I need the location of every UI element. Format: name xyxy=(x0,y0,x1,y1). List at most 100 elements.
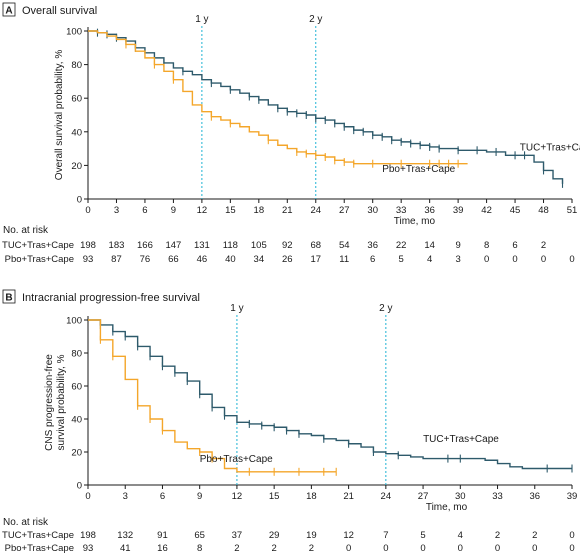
panel-b-x-tick-label: 15 xyxy=(269,491,280,502)
panel-b-series-pbo-label: Pbo+Tras+Cape xyxy=(200,454,273,465)
panel-b-risk-count-pbo: 0 xyxy=(532,543,537,554)
panel-a-y-tick-label: 0 xyxy=(77,195,82,206)
panel-a-y-tick-label: 100 xyxy=(66,27,82,38)
panel-b-risk-count-tuc: 37 xyxy=(232,530,243,541)
panel-a-risk-header: No. at risk xyxy=(3,225,49,236)
panel-a-risk-count-tuc: 105 xyxy=(251,240,267,251)
panel-a-y-tick-label: 60 xyxy=(71,94,82,105)
panel-a-y-tick-label: 80 xyxy=(71,60,82,71)
panel-a-risk-row-label-tuc: TUC+Tras+Cape xyxy=(2,240,74,251)
panel-b-series-tuc-label: TUC+Tras+Cape xyxy=(423,434,499,445)
panel-a-letter: A xyxy=(5,6,12,17)
panel-a-risk-count-pbo: 66 xyxy=(168,254,179,265)
panel-a-risk-count-pbo: 11 xyxy=(339,254,349,265)
panel-a-x-tick-label: 33 xyxy=(396,205,407,216)
panel-a-marker-label: 2 y xyxy=(309,14,322,25)
panel-b-y-tick-label: 40 xyxy=(71,415,82,426)
panel-a-x-tick-label: 24 xyxy=(310,205,321,216)
panel-b-risk-count-tuc: 29 xyxy=(269,530,280,541)
panel-a-risk-count-pbo: 46 xyxy=(197,254,208,265)
panel-b-risk-count-pbo: 0 xyxy=(383,543,388,554)
panel-b-risk-count-tuc: 12 xyxy=(343,530,354,541)
panel-a-risk-count-tuc: 166 xyxy=(137,240,153,251)
panel-a-risk-count-pbo: 17 xyxy=(310,254,321,265)
panel-a-x-tick-label: 9 xyxy=(171,205,176,216)
panel-a-y-axis-label: Overall survival probability, % xyxy=(54,50,65,181)
panel-a-series-pbo-line xyxy=(88,30,468,165)
panel-a-risk-count-tuc: 54 xyxy=(339,240,350,251)
panel-b-x-tick-label: 6 xyxy=(160,491,165,502)
panel-b-risk-count-tuc: 5 xyxy=(420,530,425,541)
panel-a-risk-count-pbo: 76 xyxy=(140,254,151,265)
panel-b-x-tick-label: 9 xyxy=(197,491,202,502)
panel-a-risk-count-tuc: 183 xyxy=(109,240,125,251)
panel-b-x-axis-label: Time, mo xyxy=(426,502,468,513)
panel-a-risk-count-pbo: 87 xyxy=(111,254,122,265)
panel-a-x-tick-label: 15 xyxy=(225,205,236,216)
panel-a-risk-count-pbo: 4 xyxy=(427,254,432,265)
panel-b-risk-count-pbo: 93 xyxy=(83,543,94,554)
panel-a-title: Overall survival xyxy=(22,5,97,17)
panel-a-risk-count-tuc: 198 xyxy=(80,240,96,251)
panel-b-x-tick-label: 21 xyxy=(343,491,354,502)
panel-b-x-tick-label: 3 xyxy=(123,491,128,502)
panel-a-letter-box xyxy=(2,2,16,17)
panel-b-y-tick-label: 20 xyxy=(71,448,82,459)
panel-a-x-tick-label: 0 xyxy=(85,205,90,216)
panel-a-risk-count-tuc: 6 xyxy=(512,240,517,251)
panel-b-y-axis-label: survival probability, % xyxy=(56,354,67,450)
panel-b-x-tick-label: 0 xyxy=(85,491,90,502)
panel-b-x-tick-label: 18 xyxy=(306,491,317,502)
panel-b-letter-box xyxy=(2,289,16,304)
panel-b-x-tick-label: 33 xyxy=(492,491,503,502)
panel-b-y-tick-label: 60 xyxy=(71,382,82,393)
panel-a-risk-count-tuc: 36 xyxy=(367,240,378,251)
panel-b-x-tick-label: 24 xyxy=(381,491,392,502)
panel-a-x-tick-label: 21 xyxy=(282,205,293,216)
panel-a-risk-count-tuc: 8 xyxy=(484,240,489,251)
panel-a-risk-count-pbo: 6 xyxy=(370,254,375,265)
panel-b-risk-count-pbo: 2 xyxy=(234,543,239,554)
panel-a-x-tick-label: 12 xyxy=(197,205,208,216)
panel-b-series-tuc-line xyxy=(88,319,572,470)
panel-b-y-tick-label: 100 xyxy=(66,316,82,327)
panel-b-x-tick-label: 39 xyxy=(567,491,578,502)
panel-a-marker-label: 1 y xyxy=(195,14,208,25)
panel-a-series-tuc-label: TUC+Tras+Cape xyxy=(520,142,580,153)
panel-a-risk-count-tuc: 131 xyxy=(194,240,210,251)
panel-b-risk-count-pbo: 41 xyxy=(120,543,131,554)
panel-b-risk-count-pbo: 0 xyxy=(420,543,425,554)
panel-a-risk-count-tuc: 92 xyxy=(282,240,293,251)
panel-b-y-tick-label: 80 xyxy=(71,349,82,360)
panel-a-risk-count-tuc: 68 xyxy=(310,240,321,251)
panel-a-risk-count-pbo: 0 xyxy=(541,254,546,265)
panel-a-x-tick-label: 27 xyxy=(339,205,350,216)
panel-b-risk-count-pbo: 0 xyxy=(458,543,463,554)
panel-b-risk-count-pbo: 8 xyxy=(197,543,202,554)
panel-b-x-tick-label: 36 xyxy=(529,491,540,502)
panel-b-risk-count-tuc: 91 xyxy=(157,530,168,541)
panel-a-series-pbo-label: Pbo+Tras+Cape xyxy=(382,164,455,175)
panel-a-risk-count-tuc: 147 xyxy=(165,240,181,251)
panel-a-risk-count-pbo: 5 xyxy=(399,254,404,265)
panel-a-x-tick-label: 36 xyxy=(424,205,435,216)
panel-b-risk-count-pbo: 0 xyxy=(346,543,351,554)
panel-a-risk-row-label-pbo: Pbo+Tras+Cape xyxy=(5,254,74,265)
panel-a-x-tick-label: 42 xyxy=(481,205,492,216)
panel-a-risk-count-tuc: 9 xyxy=(455,240,460,251)
panel-b-risk-count-tuc: 4 xyxy=(458,530,463,541)
panel-b-y-axis-label: CNS progression-free xyxy=(44,354,55,451)
panel-a-x-tick-label: 3 xyxy=(114,205,119,216)
panel-b-risk-count-tuc: 0 xyxy=(569,530,574,541)
panel-a-y-tick-label: 20 xyxy=(71,161,82,172)
panel-a-risk-count-pbo: 93 xyxy=(83,254,94,265)
panel-b-risk-count-pbo: 16 xyxy=(157,543,168,554)
panel-b-series-pbo-line xyxy=(88,319,337,473)
panel-b-letter: B xyxy=(5,293,12,304)
panel-a-risk-count-pbo: 26 xyxy=(282,254,293,265)
panel-b-x-tick-label: 30 xyxy=(455,491,466,502)
panel-a-x-axis-label: Time, mo xyxy=(394,216,436,227)
panel-b-risk-row-label-tuc: TUC+Tras+Cape xyxy=(2,530,74,541)
panel-a-x-tick-label: 45 xyxy=(510,205,521,216)
